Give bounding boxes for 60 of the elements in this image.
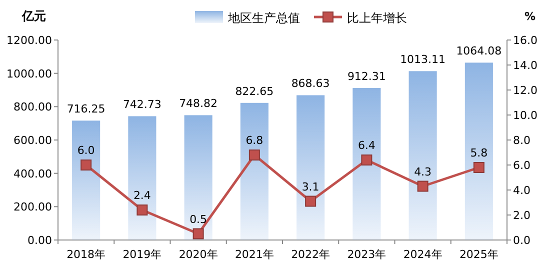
data-label: 6.4 — [358, 139, 376, 152]
point — [192, 228, 204, 240]
bar — [240, 102, 268, 240]
y2-tick-label: 6.0 — [513, 159, 530, 172]
y2-tick-label: 14.0 — [513, 59, 538, 72]
y2-tick-label: 0.0 — [513, 234, 530, 247]
x-tick-label: 2022年 — [291, 248, 330, 261]
y2-tick-label: 8.0 — [513, 134, 530, 147]
y2-tick-label: 4.0 — [513, 184, 530, 197]
y2-tick-label: 12.0 — [513, 84, 538, 97]
point — [417, 180, 428, 192]
y-tick-label: 600.00 — [14, 134, 52, 147]
data-label: 3.1 — [302, 180, 320, 194]
y-axis-title: 亿元 — [21, 9, 46, 23]
data-label: 6.8 — [246, 134, 264, 147]
point — [305, 196, 316, 207]
bar — [464, 62, 493, 240]
x-tick-label: 2020年 — [178, 248, 218, 261]
y2-axis-title: % — [524, 10, 536, 23]
x-tick-label: 2021年 — [234, 248, 274, 261]
y-tick-label: 1200.00 — [6, 34, 52, 47]
data-label: 912.31 — [347, 70, 386, 83]
data-label: 1064.08 — [456, 44, 502, 58]
bar — [72, 120, 100, 240]
y2-tick-label: 16.0 — [513, 34, 538, 47]
x-tick-label: 2025年 — [459, 248, 498, 261]
bar — [352, 88, 381, 240]
y-tick-label: 200.00 — [14, 200, 52, 214]
bar — [128, 116, 156, 240]
bar — [296, 95, 325, 240]
data-label: 2.4 — [133, 189, 151, 202]
bar — [184, 115, 212, 240]
data-label: 6.0 — [77, 144, 95, 157]
point — [473, 162, 484, 173]
data-label: 5.8 — [470, 146, 488, 160]
y-tick-label: 0.00 — [28, 234, 52, 247]
y-tick-label: 800.00 — [14, 100, 52, 114]
point — [248, 150, 260, 160]
x-tick-label: 2019年 — [122, 248, 162, 261]
data-label: 742.73 — [122, 98, 162, 112]
point — [80, 160, 92, 170]
data-label: 0.5 — [190, 212, 208, 226]
data-label: 822.65 — [235, 84, 274, 98]
data-label: 1013.11 — [400, 53, 446, 66]
data-label: 868.63 — [291, 77, 330, 90]
bar — [408, 71, 437, 240]
x-tick-label: 2023年 — [347, 248, 386, 261]
point — [136, 204, 148, 216]
x-tick-label: 2024年 — [403, 248, 442, 261]
legend-label: 地区生产总值 — [227, 11, 300, 25]
y2-tick-label: 10.0 — [513, 109, 538, 122]
y-tick-label: 400.00 — [14, 167, 52, 180]
data-label: 748.82 — [179, 97, 218, 110]
y2-tick-label: 2.0 — [513, 209, 530, 222]
y-tick-label: 1000.00 — [6, 67, 52, 80]
legend-label: 比上年增长 — [347, 11, 407, 25]
x-tick-label: 2018年 — [66, 248, 106, 261]
point — [361, 154, 372, 166]
data-label: 4.3 — [414, 165, 432, 178]
data-label: 716.25 — [66, 102, 106, 116]
